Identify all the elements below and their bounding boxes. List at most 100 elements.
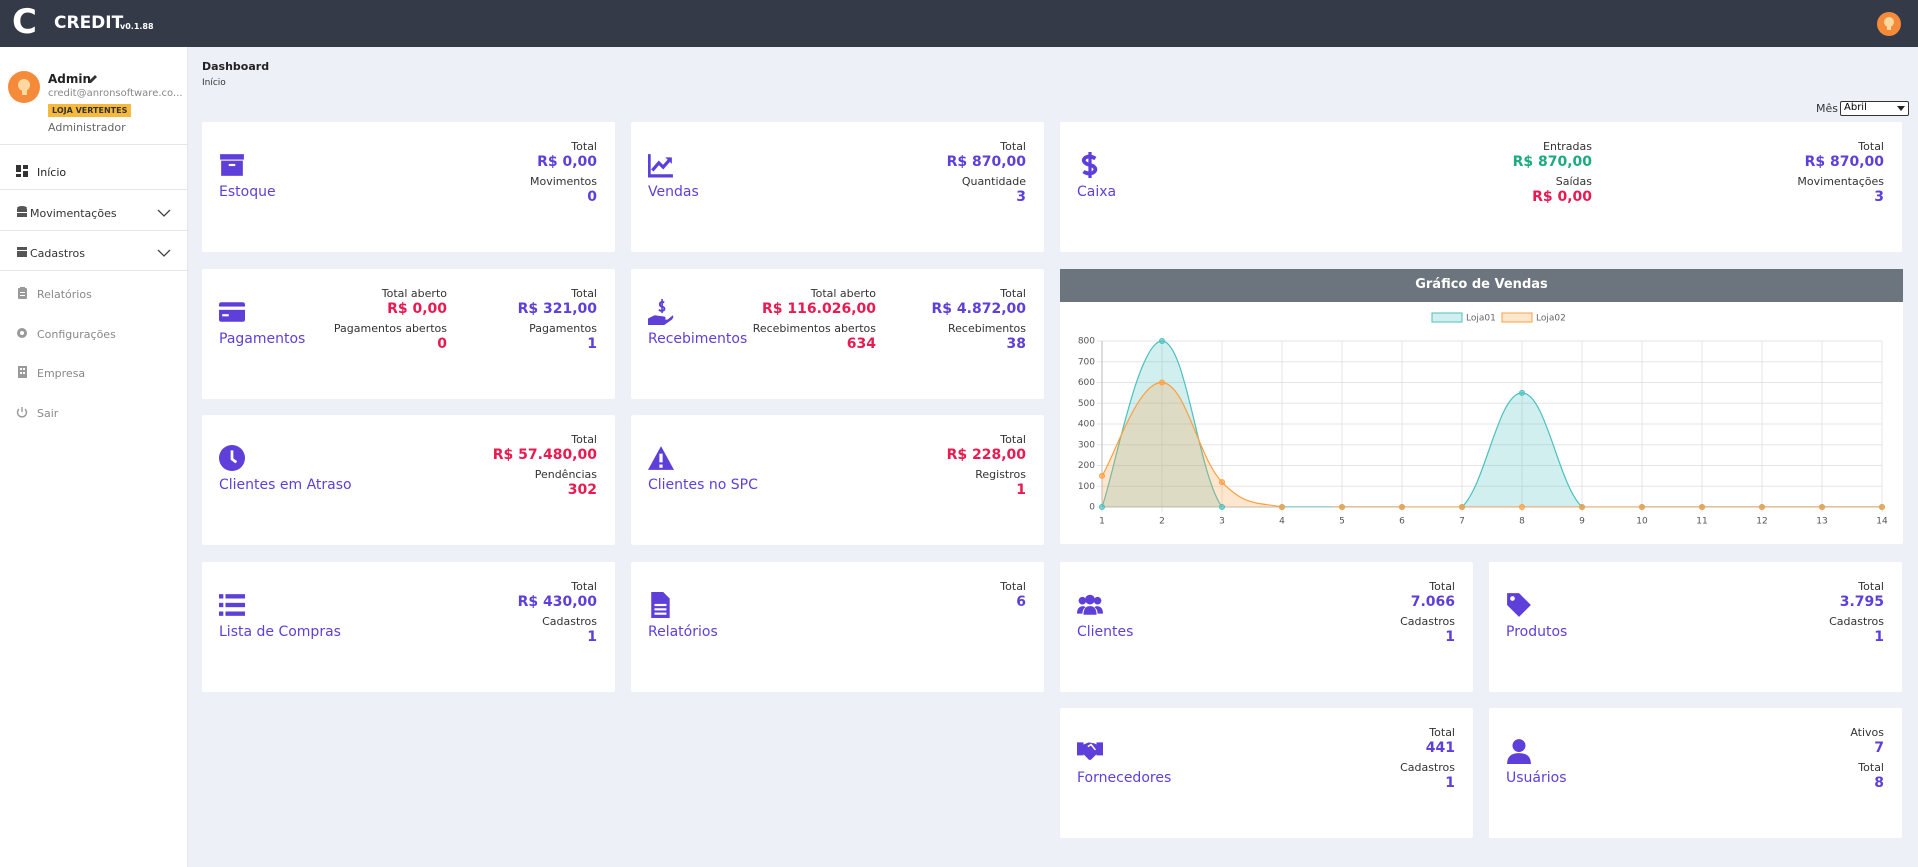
- sidebar: Admin credit@anronsoftware.co... LOJA VE…: [0, 47, 188, 867]
- stat-card[interactable]: Relatórios Total 6: [631, 561, 1044, 692]
- card-icon: [1081, 152, 1098, 178]
- stat-label: Total: [1000, 140, 1026, 153]
- data-point: [1099, 472, 1105, 479]
- card-icon: [648, 298, 674, 325]
- stat-card[interactable]: Fornecedores Total 441 Cadastros 1: [1060, 708, 1473, 838]
- stat-value: R$ 228,00: [946, 447, 1026, 463]
- stat-label: Total: [1858, 761, 1884, 774]
- divider: [0, 144, 187, 145]
- user-avatar[interactable]: [1876, 11, 1902, 37]
- card-title: Caixa: [1077, 184, 1117, 200]
- stat-label: Recebimentos abertos: [752, 321, 876, 335]
- stat-value: R$ 870,00: [946, 154, 1026, 170]
- chevron[interactable]: [157, 209, 171, 218]
- stat-label: Cadastros: [1829, 614, 1884, 628]
- data-point: [1759, 504, 1765, 510]
- stat-value: 3: [1874, 189, 1884, 205]
- stat-value: 0: [587, 189, 597, 205]
- legend-swatch: [1431, 312, 1463, 323]
- stat-card[interactable]: Vendas Total R$ 870,00 Quantidade 3: [631, 122, 1044, 252]
- area-fill: [1102, 382, 1882, 507]
- brand[interactable]: CREDIT: [54, 13, 124, 33]
- stat-card[interactable]: Lista de Compras Total R$ 430,00 Cadastros 1: [202, 561, 615, 692]
- x-tick-label: 8: [1519, 517, 1525, 527]
- month-value: Abril: [1844, 102, 1867, 113]
- stat-value: 1: [587, 335, 597, 352]
- chevron[interactable]: [157, 249, 171, 258]
- card-title: Clientes: [1077, 623, 1134, 640]
- stat-value: R$ 57.480,00: [492, 447, 597, 463]
- card-icon: [1077, 594, 1103, 615]
- card-icon: [1507, 739, 1531, 764]
- stat-card[interactable]: Produtos Total 3.795 Cadastros 1: [1489, 561, 1902, 692]
- data-point: [1699, 504, 1705, 510]
- stat-label: Total: [1000, 579, 1026, 593]
- stat-card[interactable]: Caixa Entradas R$ 870,00 Saídas R$ 0,00 Total…: [1060, 122, 1902, 252]
- menu-icon: [16, 407, 28, 418]
- menu-item[interactable]: Movimentações: [30, 207, 117, 220]
- stat-value: 1: [1445, 628, 1455, 645]
- menu-item[interactable]: Cadastros: [30, 247, 85, 260]
- menu-item[interactable]: Início: [37, 166, 67, 179]
- stat-value: R$ 0,00: [537, 154, 597, 170]
- stat-card[interactable]: Clientes no SPC Total R$ 228,00 Registros 1: [631, 415, 1044, 545]
- user-email: credit@anronsoftware.co...: [48, 88, 183, 99]
- data-point: [1219, 479, 1225, 486]
- stat-label: Total aberto: [381, 286, 447, 300]
- month-select[interactable]: Abril: [1840, 101, 1909, 116]
- menu-icon: [18, 366, 27, 378]
- card-icon: [219, 301, 245, 322]
- data-point: [1159, 338, 1165, 344]
- card-icon: [648, 446, 674, 470]
- stat-label: Total: [571, 433, 597, 446]
- data-point: [1579, 504, 1585, 510]
- profile-avatar: [8, 71, 40, 103]
- stat-card[interactable]: Clientes Total 7.066 Cadastros 1: [1060, 561, 1473, 692]
- stat-label: Cadastros: [542, 614, 597, 628]
- legend-label: Loja02: [1536, 314, 1566, 324]
- stat-label: Pagamentos: [529, 321, 597, 335]
- edit-icon[interactable]: [88, 74, 98, 84]
- store-badge: LOJA VERTENTES: [48, 104, 132, 117]
- stat-label: Total aberto: [810, 286, 876, 300]
- y-tick-label: 100: [1078, 482, 1095, 492]
- y-tick-label: 300: [1078, 440, 1095, 450]
- stat-label: Pendências: [534, 468, 597, 481]
- stat-value: 302: [567, 482, 597, 498]
- data-point: [1279, 504, 1285, 510]
- menu-item[interactable]: Configurações: [37, 328, 116, 341]
- menu-item[interactable]: Relatórios: [37, 288, 92, 301]
- x-tick-label: 6: [1399, 517, 1405, 527]
- menu-item[interactable]: Sair: [37, 407, 59, 420]
- stat-card[interactable]: Pagamentos Total aberto R$ 0,00 Pagamentos …: [202, 268, 615, 399]
- x-tick-label: 11: [1696, 517, 1707, 527]
- stat-value: R$ 4.872,00: [931, 300, 1026, 317]
- stat-value: R$ 870,00: [1804, 154, 1884, 170]
- data-point: [1519, 389, 1525, 396]
- breadcrumb-current[interactable]: Início: [202, 78, 226, 88]
- divider: [0, 270, 187, 271]
- menu-item[interactable]: Empresa: [37, 367, 86, 380]
- stat-value: 7.066: [1410, 593, 1455, 610]
- card-title: Relatórios: [648, 623, 718, 640]
- data-point: [1099, 504, 1105, 510]
- filter-label: Mês: [1816, 102, 1838, 115]
- stat-card[interactable]: Recebimentos Total aberto R$ 116.026,00 Rec…: [631, 268, 1044, 399]
- x-tick-label: 4: [1279, 517, 1285, 527]
- y-tick-label: 800: [1078, 337, 1095, 347]
- stat-card[interactable]: Estoque Total R$ 0,00 Movimentos 0: [202, 122, 615, 252]
- menu-icon: [17, 206, 27, 217]
- top-bar: C CREDIT v0.1.88: [0, 0, 1918, 47]
- stat-card[interactable]: Clientes em Atraso Total R$ 57.480,00 Pendê…: [202, 415, 615, 545]
- stat-value: 1: [587, 628, 597, 645]
- stat-value: 634: [846, 335, 876, 352]
- divider: [0, 189, 187, 190]
- stat-value: 3.795: [1839, 593, 1884, 610]
- stat-card[interactable]: Usuários Ativos 7 Total 8: [1489, 708, 1902, 838]
- card-title: Pagamentos: [219, 330, 306, 347]
- stat-value: 6: [1016, 593, 1026, 610]
- card-icon: [1077, 742, 1103, 761]
- stat-value: R$ 321,00: [517, 300, 597, 317]
- logo[interactable]: C: [12, 2, 37, 42]
